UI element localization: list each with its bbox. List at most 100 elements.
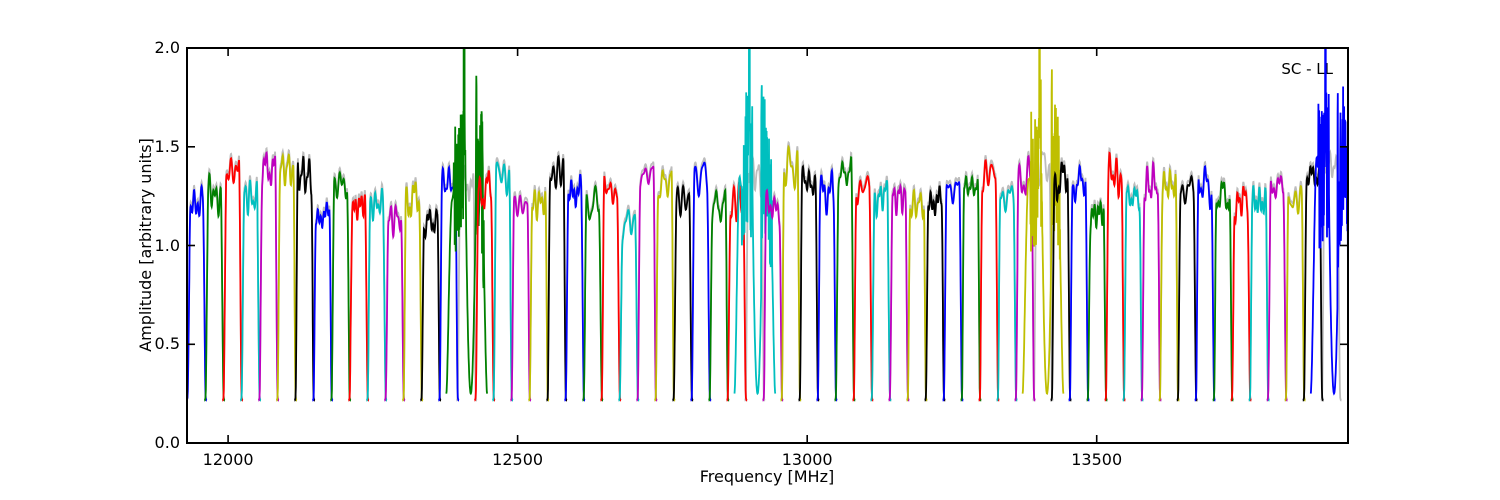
reference-curve (996, 180, 1018, 402)
bandpass-curve (275, 151, 298, 402)
reference-curve (1284, 180, 1306, 402)
reference-curve (1122, 179, 1144, 402)
reference-curve (600, 171, 622, 402)
reference-curve (366, 180, 388, 402)
reference-curve (780, 140, 802, 402)
bandpass-curve (348, 194, 370, 402)
reference-curve (1248, 180, 1270, 402)
bandpass-curve (654, 168, 676, 402)
bandpass-curve (600, 175, 622, 402)
bandpass-curve (978, 159, 1000, 402)
bandpass-curve (1014, 154, 1036, 402)
bandpass-curve (1086, 198, 1108, 402)
bandpass-curve (294, 155, 316, 402)
bandpass-curve (888, 182, 910, 402)
bandpass-curve (221, 156, 244, 402)
bandpass-curve (1266, 174, 1288, 402)
y-tick-label: 0.5 (154, 334, 180, 354)
x-tick-label: 12000 (202, 450, 254, 469)
reference-curve (924, 181, 946, 402)
bandpass-curve (672, 183, 694, 402)
reference-curve (1266, 170, 1288, 402)
bandpass-curve (384, 203, 406, 402)
bandpass-curve (420, 207, 442, 402)
reference-curve (1230, 181, 1252, 402)
reference-curve (456, 162, 478, 402)
reference-curve (564, 169, 586, 402)
reference-curve (510, 189, 532, 402)
bandpass-curve (528, 189, 550, 402)
reference-curve (1086, 197, 1108, 402)
reference-curve (312, 197, 334, 402)
bandpass-curve (203, 171, 226, 402)
x-tick-label: 12500 (492, 450, 544, 469)
bandpass-curve (366, 187, 388, 402)
bandpass-curve (960, 174, 982, 402)
reference-curve (888, 178, 910, 402)
bandpass-curve (1176, 174, 1198, 402)
bandpass-curve (852, 174, 874, 402)
bandpass-curve (1021, 48, 1065, 396)
reference-curve (474, 165, 496, 402)
y-tick-label: 2.0 (154, 38, 180, 57)
polarization-label: SC - LL (1281, 60, 1333, 78)
bandpass-curve (1302, 164, 1324, 402)
bandpass-curve (733, 48, 777, 396)
frequency-axis-label: Frequency [MHz] (699, 467, 835, 486)
reference-curve (690, 156, 712, 402)
y-tick-label: 1.5 (154, 136, 180, 156)
reference-curve (1050, 157, 1072, 402)
y-tick-label: 0.0 (154, 433, 180, 452)
reference-curves (187, 140, 1342, 402)
reference-curve (1104, 146, 1126, 402)
bandpass-curves (187, 48, 1348, 402)
reference-curve (798, 159, 820, 402)
bandpass-curve (870, 180, 892, 402)
reference-curve (384, 198, 406, 402)
bandpass-curve (816, 167, 838, 402)
reference-curve (330, 166, 352, 402)
reference-curve (744, 155, 766, 402)
bandpass-curve (330, 170, 352, 402)
bandpass-curve (942, 181, 964, 402)
reference-curve (420, 203, 442, 402)
reference-curve (1014, 150, 1036, 402)
bandpass-curve (582, 184, 604, 402)
axes (186, 47, 1349, 444)
reference-curve (762, 183, 784, 402)
bandpass-curve (187, 183, 208, 402)
bandpass-curve (1140, 160, 1162, 402)
reference-curve (438, 158, 460, 402)
reference-curve (1176, 170, 1198, 402)
bandpass-curve (239, 179, 262, 402)
reference-curve (402, 177, 424, 402)
bandpass-curve (726, 179, 748, 402)
reference-curve (492, 157, 514, 402)
reference-curve (726, 174, 748, 402)
y-tick-label: 1.0 (154, 235, 180, 255)
reference-curve (906, 183, 928, 402)
bandpass-curve (996, 185, 1018, 402)
reference-curve (1320, 149, 1342, 402)
bandpass-curve (257, 150, 280, 402)
x-tick-label: 13500 (1071, 450, 1123, 469)
bandpass-curve (492, 161, 514, 402)
reference-curve (1140, 156, 1162, 402)
reference-curve (528, 184, 550, 402)
reference-curve (187, 178, 208, 402)
bandpass-curve (1212, 180, 1234, 402)
reference-curve (960, 169, 982, 402)
plot-frame (186, 47, 1349, 444)
reference-curve (672, 179, 694, 402)
bandpass-curve (708, 187, 730, 402)
reference-curve (1032, 150, 1054, 402)
bandpass-curve (834, 156, 856, 402)
reference-curve (239, 175, 262, 402)
bandpass-curve (690, 161, 712, 402)
reference-curve (257, 146, 280, 402)
reference-curve (348, 190, 370, 402)
reference-curve (852, 170, 874, 402)
reference-curve (834, 151, 856, 402)
